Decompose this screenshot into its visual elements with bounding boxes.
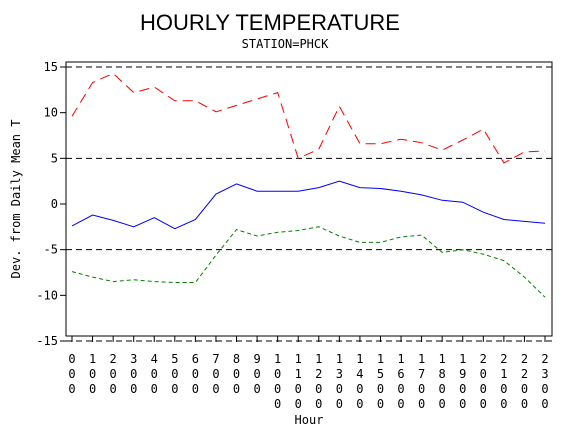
chart-subtitle: STATION=PHCK — [242, 37, 329, 51]
series-line-1 — [71, 72, 546, 164]
y-tick-label: 0 — [51, 197, 58, 211]
series-line-2 — [71, 180, 546, 230]
x-axis: 0 0 0 1 0 0 2 0 0 3 0 0 4 0 0 5 0 0 6 0 0 7 0 0 8 0 0 9 0 0 1 0 0 0 1 1 0 0 1 2… — [68, 336, 549, 411]
x-axis-label: Hour — [295, 413, 324, 427]
plot-frame — [65, 61, 553, 337]
chart-title: HOURLY TEMPERATURE — [140, 10, 400, 35]
y-axis: -15 -10 -5 0 5 10 15 — [36, 60, 66, 348]
y-tick-label: -5 — [44, 243, 58, 257]
series-group — [71, 72, 546, 298]
y-tick-label: 10 — [44, 106, 58, 120]
y-tick-label: -10 — [36, 288, 58, 302]
reference-lines — [66, 66, 552, 342]
y-tick-label: 15 — [44, 60, 58, 74]
y-axis-label: Dev. from Daily Mean T — [9, 120, 23, 279]
y-tick-label: -15 — [36, 334, 58, 348]
y-tick-label: 5 — [51, 151, 58, 165]
series-line-3 — [71, 226, 546, 298]
